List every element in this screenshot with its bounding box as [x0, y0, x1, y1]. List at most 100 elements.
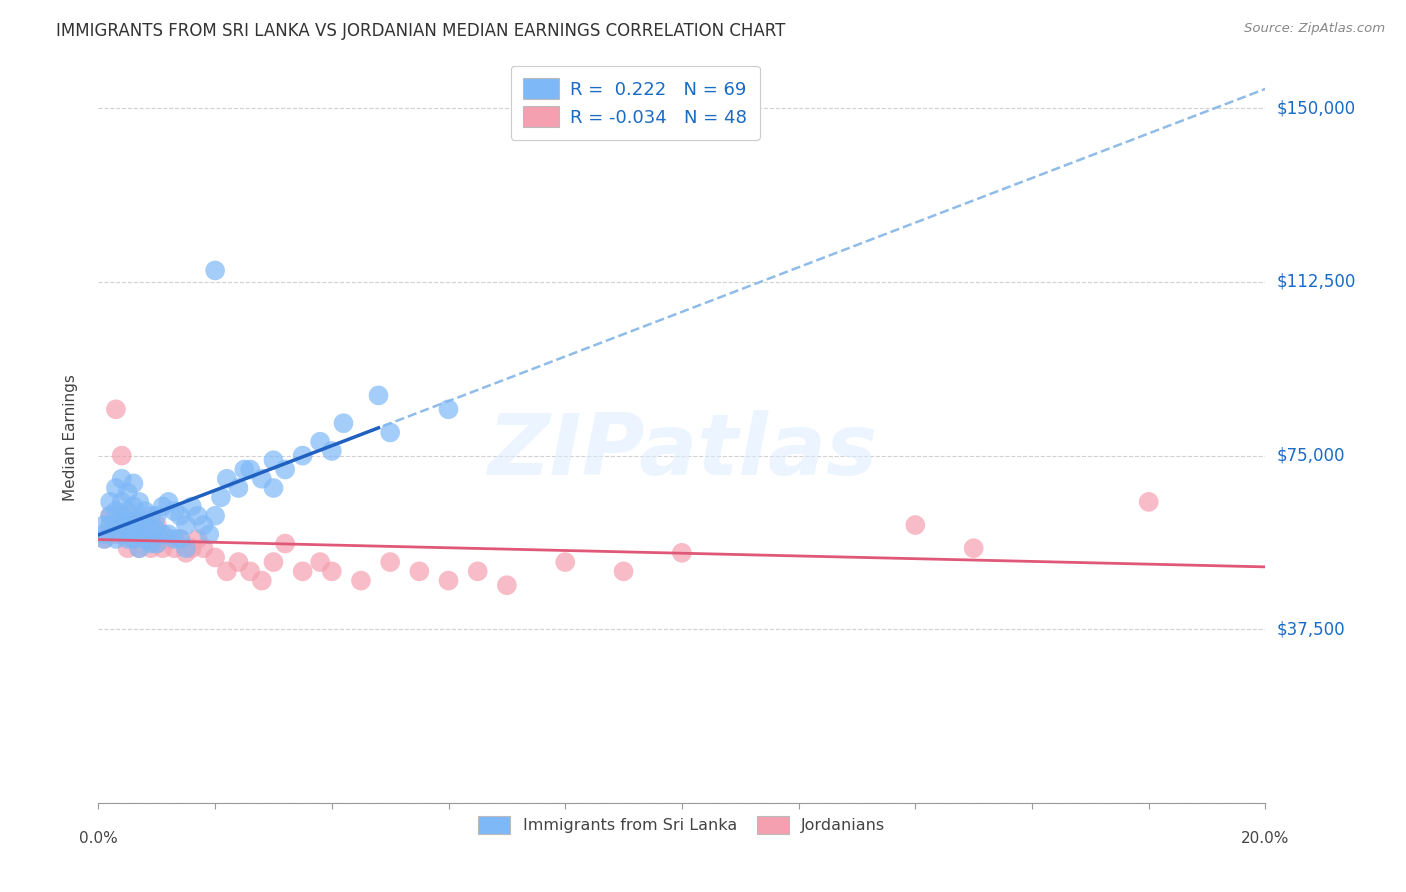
Point — [134, 513, 156, 527]
Point — [122, 523, 145, 537]
Point — [274, 462, 297, 476]
Point — [146, 523, 169, 537]
Point — [174, 541, 197, 556]
Point — [350, 574, 373, 588]
Point — [139, 541, 162, 556]
Point — [134, 504, 156, 518]
Point — [139, 523, 162, 537]
Point — [152, 500, 174, 514]
Point — [671, 546, 693, 560]
Point — [204, 550, 226, 565]
Point — [228, 481, 250, 495]
Point — [122, 500, 145, 514]
Point — [157, 495, 180, 509]
Point — [962, 541, 984, 556]
Point — [117, 508, 139, 523]
Point — [111, 495, 134, 509]
Point — [228, 555, 250, 569]
Point — [187, 532, 209, 546]
Point — [152, 541, 174, 556]
Point — [215, 565, 238, 579]
Point — [93, 532, 115, 546]
Point — [104, 527, 127, 541]
Point — [117, 513, 139, 527]
Y-axis label: Median Earnings: Median Earnings — [63, 374, 77, 500]
Point — [163, 504, 186, 518]
Point — [117, 504, 139, 518]
Point — [380, 555, 402, 569]
Point — [180, 500, 202, 514]
Point — [332, 416, 354, 430]
Point — [204, 508, 226, 523]
Point — [111, 508, 134, 523]
Point — [169, 508, 191, 523]
Point — [1137, 495, 1160, 509]
Point — [128, 527, 150, 541]
Point — [104, 402, 127, 417]
Point — [146, 536, 169, 550]
Text: Source: ZipAtlas.com: Source: ZipAtlas.com — [1244, 22, 1385, 36]
Point — [98, 518, 121, 533]
Point — [321, 444, 343, 458]
Point — [291, 449, 314, 463]
Point — [128, 523, 150, 537]
Point — [291, 565, 314, 579]
Point — [163, 532, 186, 546]
Text: $37,500: $37,500 — [1277, 620, 1346, 638]
Point — [122, 513, 145, 527]
Text: IMMIGRANTS FROM SRI LANKA VS JORDANIAN MEDIAN EARNINGS CORRELATION CHART: IMMIGRANTS FROM SRI LANKA VS JORDANIAN M… — [56, 22, 786, 40]
Point — [104, 518, 127, 533]
Point — [239, 565, 262, 579]
Point — [122, 532, 145, 546]
Point — [139, 523, 162, 537]
Point — [180, 541, 202, 556]
Point — [111, 518, 134, 533]
Point — [274, 536, 297, 550]
Point — [146, 518, 169, 533]
Point — [496, 578, 519, 592]
Point — [122, 518, 145, 533]
Point — [262, 453, 284, 467]
Point — [309, 555, 332, 569]
Point — [408, 565, 430, 579]
Point — [309, 434, 332, 449]
Point — [250, 472, 273, 486]
Point — [174, 546, 197, 560]
Point — [198, 527, 221, 541]
Point — [128, 541, 150, 556]
Point — [169, 532, 191, 546]
Point — [146, 508, 169, 523]
Point — [612, 565, 634, 579]
Point — [134, 532, 156, 546]
Point — [163, 541, 186, 556]
Point — [93, 527, 115, 541]
Point — [233, 462, 256, 476]
Point — [128, 541, 150, 556]
Text: $75,000: $75,000 — [1277, 447, 1346, 465]
Point — [117, 485, 139, 500]
Point — [262, 555, 284, 569]
Point — [193, 518, 215, 533]
Point — [128, 495, 150, 509]
Point — [98, 508, 121, 523]
Point — [193, 541, 215, 556]
Point — [239, 462, 262, 476]
Point — [437, 574, 460, 588]
Point — [134, 532, 156, 546]
Point — [437, 402, 460, 417]
Point — [204, 263, 226, 277]
Point — [250, 574, 273, 588]
Point — [157, 532, 180, 546]
Point — [122, 476, 145, 491]
Point — [367, 388, 389, 402]
Point — [139, 508, 162, 523]
Point — [93, 518, 115, 533]
Point — [467, 565, 489, 579]
Point — [111, 527, 134, 541]
Point — [117, 523, 139, 537]
Point — [157, 527, 180, 541]
Text: 0.0%: 0.0% — [79, 830, 118, 846]
Legend: Immigrants from Sri Lanka, Jordanians: Immigrants from Sri Lanka, Jordanians — [471, 808, 893, 842]
Point — [134, 518, 156, 533]
Point — [98, 508, 121, 523]
